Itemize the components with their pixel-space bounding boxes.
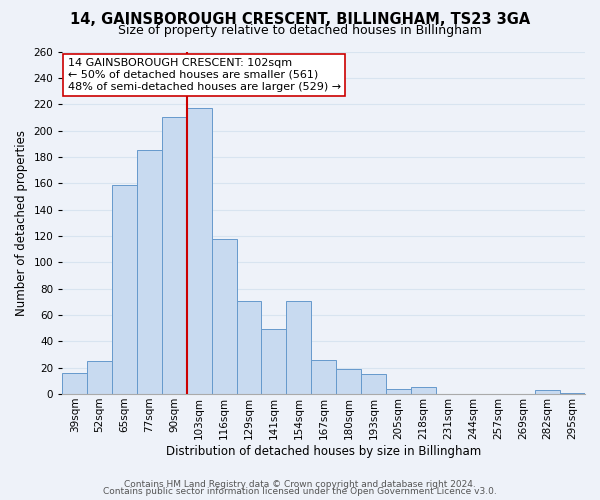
Bar <box>336 369 361 394</box>
X-axis label: Distribution of detached houses by size in Billingham: Distribution of detached houses by size … <box>166 444 481 458</box>
Bar <box>535 390 560 394</box>
Text: Size of property relative to detached houses in Billingham: Size of property relative to detached ho… <box>118 24 482 37</box>
Bar <box>262 330 286 394</box>
Bar <box>361 374 386 394</box>
Bar <box>386 389 411 394</box>
Bar <box>187 108 212 394</box>
Text: Contains public sector information licensed under the Open Government Licence v3: Contains public sector information licen… <box>103 487 497 496</box>
Bar <box>286 300 311 394</box>
Text: 14 GAINSBOROUGH CRESCENT: 102sqm
← 50% of detached houses are smaller (561)
48% : 14 GAINSBOROUGH CRESCENT: 102sqm ← 50% o… <box>68 58 341 92</box>
Bar <box>311 360 336 394</box>
Bar <box>112 184 137 394</box>
Bar <box>87 361 112 394</box>
Bar <box>162 118 187 394</box>
Y-axis label: Number of detached properties: Number of detached properties <box>15 130 28 316</box>
Text: Contains HM Land Registry data © Crown copyright and database right 2024.: Contains HM Land Registry data © Crown c… <box>124 480 476 489</box>
Bar <box>137 150 162 394</box>
Bar <box>62 373 87 394</box>
Bar <box>212 238 236 394</box>
Bar <box>560 392 585 394</box>
Bar <box>411 388 436 394</box>
Bar <box>236 300 262 394</box>
Text: 14, GAINSBOROUGH CRESCENT, BILLINGHAM, TS23 3GA: 14, GAINSBOROUGH CRESCENT, BILLINGHAM, T… <box>70 12 530 28</box>
